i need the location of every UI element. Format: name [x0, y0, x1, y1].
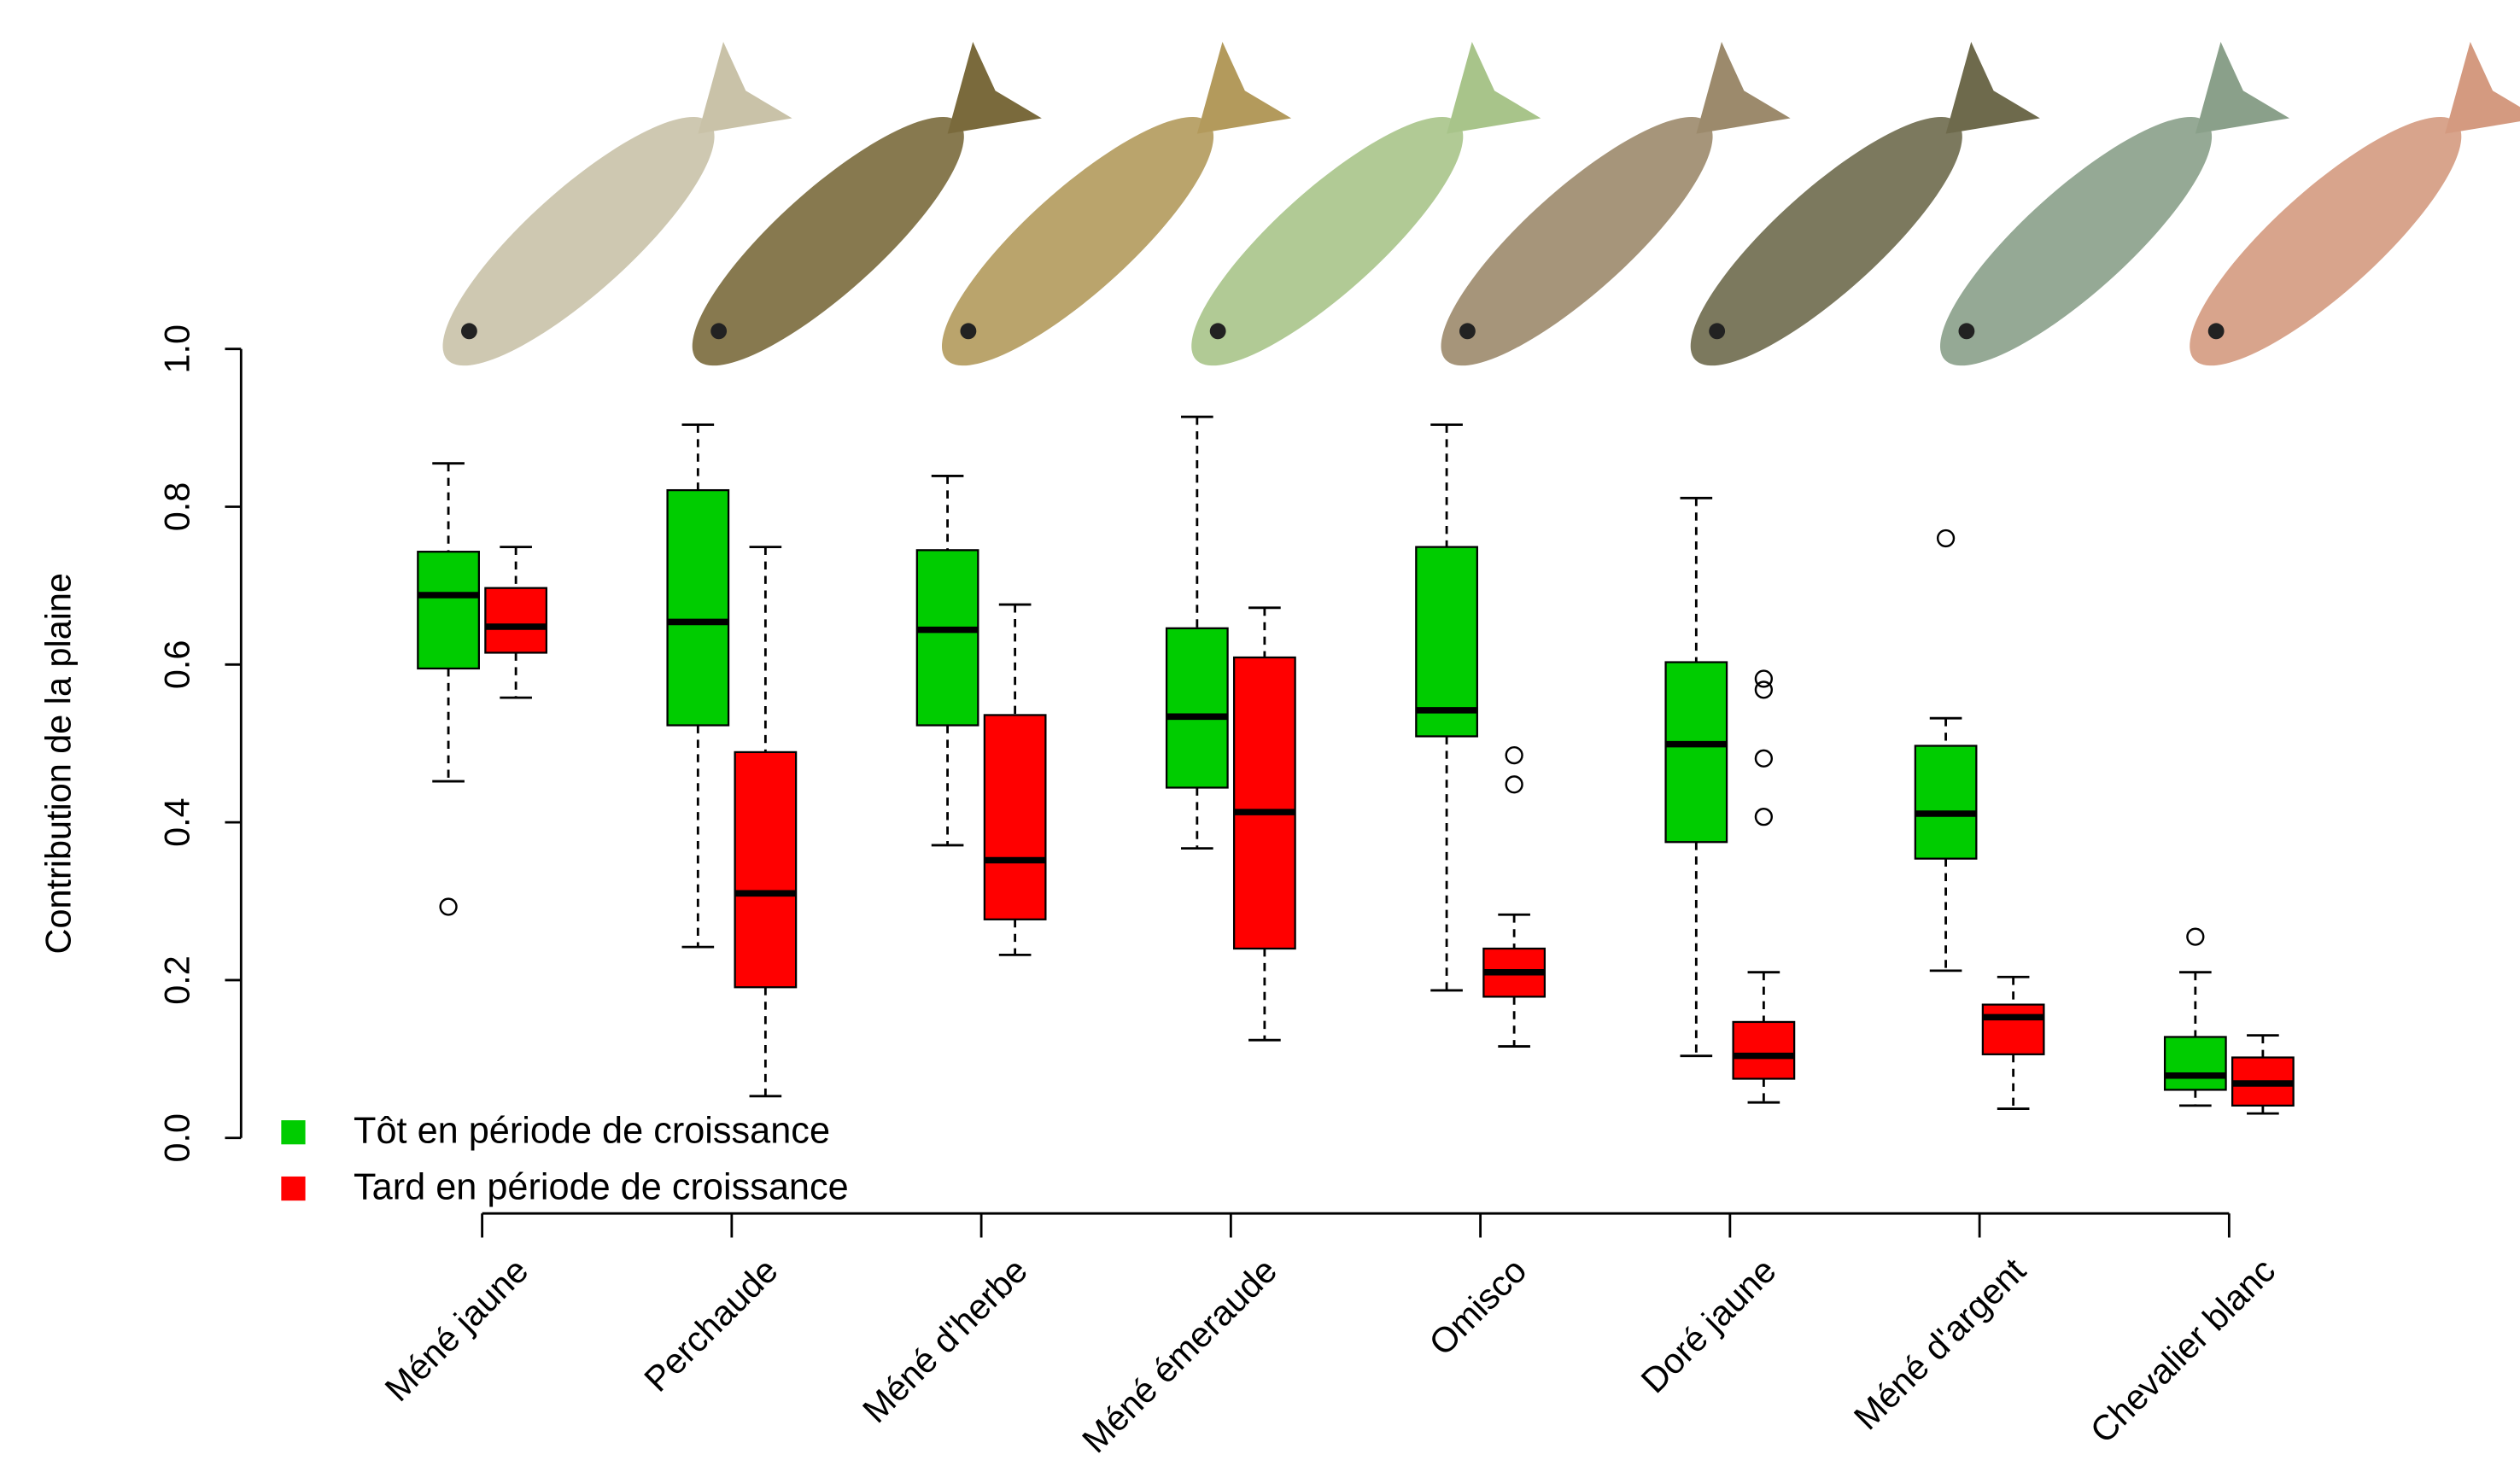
box [1914, 745, 1978, 860]
fish-tail [698, 41, 792, 134]
box [1415, 546, 1478, 738]
x-tick-label: Méné d'argent [1846, 1250, 2033, 1437]
box [1165, 627, 1229, 789]
box [1732, 1020, 1796, 1080]
x-tick-label: Méné émeraude [1075, 1251, 1285, 1461]
fish [692, 41, 1042, 366]
box [417, 551, 480, 670]
legend-swatch [281, 1120, 306, 1145]
fish [941, 41, 1292, 366]
fish-body [692, 117, 964, 366]
y-tick-label: 0.2 [158, 955, 197, 1005]
box [983, 714, 1047, 920]
fish [1441, 41, 1791, 366]
fish-tail [1696, 41, 1791, 134]
outlier [1754, 808, 1774, 826]
box [484, 587, 548, 654]
fish-tail [1945, 41, 2040, 134]
fish-illustrations [442, 41, 2520, 366]
outlier [1936, 529, 1956, 548]
fish [1690, 41, 2040, 366]
fish-tail [2445, 41, 2520, 134]
outlier [1754, 749, 1774, 768]
fish-eye [710, 323, 728, 340]
y-tick-label: 0.8 [158, 482, 197, 532]
box [1232, 656, 1296, 950]
box [915, 549, 979, 727]
legend-swatch [281, 1176, 306, 1201]
box [2163, 1036, 2227, 1091]
fish-body [2190, 117, 2462, 366]
y-tick-label: 0.6 [158, 640, 197, 690]
fish-body [941, 117, 1214, 366]
fish-tail [947, 41, 1042, 134]
outlier [1754, 669, 1774, 688]
outlier [2186, 927, 2205, 946]
fish-eye [1709, 323, 1726, 340]
y-axis-label: Contribution de la plaine [38, 573, 78, 954]
outlier [1505, 775, 1523, 794]
fish [2190, 41, 2520, 366]
fish-tail [1447, 41, 1541, 134]
box [1664, 661, 1728, 844]
fish-eye [1459, 323, 1476, 340]
x-tick-label: Doré jaune [1634, 1251, 1784, 1401]
fish-eye [461, 323, 477, 340]
box [1981, 1003, 2045, 1055]
fish-tail [2195, 41, 2290, 134]
x-tick-label: Méné jaune [377, 1251, 535, 1409]
fish-eye [1209, 323, 1226, 340]
x-tick-label: Omisco [1422, 1251, 1535, 1364]
outlier [1505, 745, 1523, 765]
y-tick-label: 0.0 [158, 1113, 197, 1163]
fish-body [1441, 117, 1713, 366]
fish-body [1939, 117, 2213, 366]
fish-tail [1196, 41, 1292, 134]
x-tick-label: Chevalier blanc [2083, 1251, 2283, 1451]
box [734, 751, 798, 989]
fish-eye [960, 323, 977, 340]
fish-body [1690, 117, 1962, 366]
fish [1191, 41, 1541, 366]
x-tick-label: Méné d'herbe [855, 1251, 1035, 1431]
outlier [439, 897, 458, 916]
fish [1939, 41, 2290, 366]
y-tick-label: 0.4 [158, 797, 197, 847]
fish [442, 41, 792, 366]
legend-label: Tôt en période de croissance [354, 1111, 830, 1152]
box [666, 488, 730, 727]
y-tick-label: 1.0 [158, 324, 197, 374]
legend-label: Tard en période de croissance [354, 1166, 849, 1207]
fish-body [442, 117, 715, 366]
fish-body [1191, 117, 1464, 366]
outlier [1754, 680, 1774, 699]
fish-eye [1958, 323, 1975, 340]
fish-eye [2207, 323, 2225, 340]
x-tick-label: Perchaude [637, 1251, 786, 1399]
